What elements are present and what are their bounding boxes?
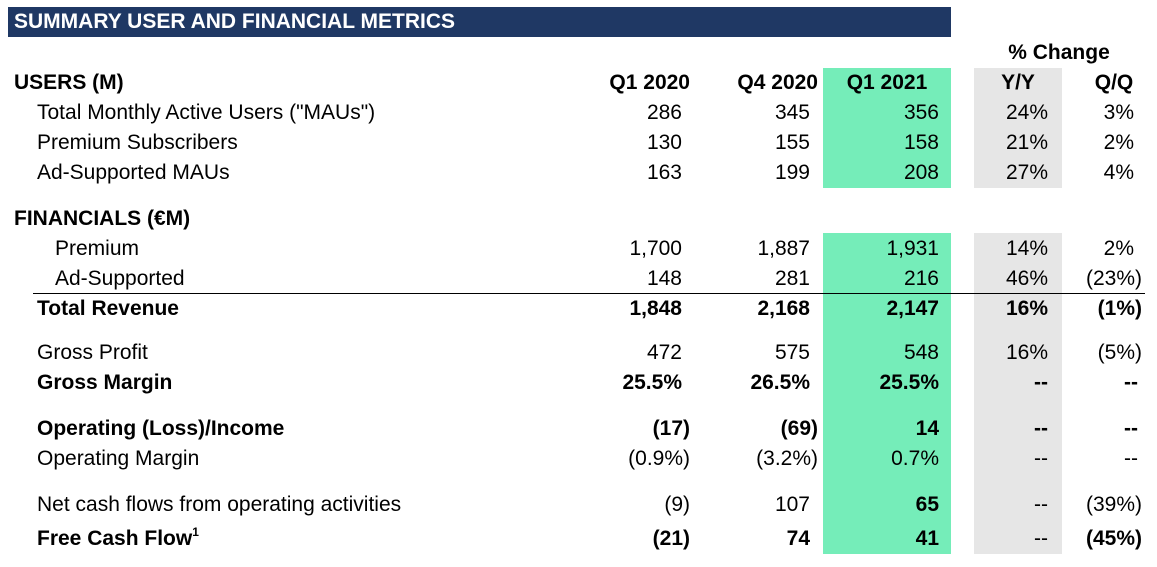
row-label: Operating Margin	[37, 447, 200, 470]
row-label: Operating (Loss)/Income	[37, 417, 285, 440]
cell-yy: 21%	[1005, 131, 1048, 154]
cell-q1-2020: (21)	[652, 527, 690, 550]
cell-q1-2021: 356	[903, 101, 939, 124]
row-label: Total Monthly Active Users ("MAUs")	[37, 101, 376, 124]
cell-q1-2020: 1,700	[629, 237, 682, 260]
cell-q4-2020: 26.5%	[750, 371, 810, 394]
row-label: Ad-Supported MAUs	[37, 161, 230, 184]
row-label: Gross Profit	[37, 341, 148, 364]
cell-qq: --	[1124, 447, 1138, 470]
cell-q1-2021: 0.7%	[891, 447, 939, 470]
cell-q1-2020: 130	[646, 131, 682, 154]
footnote-marker: 1	[192, 525, 199, 539]
row-label: Gross Margin	[37, 371, 173, 394]
cell-qq: (45%)	[1085, 527, 1142, 550]
cell-q1-2021: 1,931	[886, 237, 939, 260]
q1-2021-highlight-top	[823, 68, 951, 188]
cell-q4-2020: 199	[774, 161, 810, 184]
cell-q1-2021: 216	[903, 267, 939, 290]
col-header-q1-2020: Q1 2020	[609, 71, 690, 94]
cell-qq: 4%	[1103, 161, 1134, 184]
yy-shade-bottom	[974, 233, 1062, 554]
cell-q4-2020: 575	[774, 341, 810, 364]
cell-qq: 3%	[1103, 101, 1134, 124]
cell-yy: 46%	[1005, 267, 1048, 290]
cell-qq: (23%)	[1085, 267, 1142, 290]
q1-2021-highlight-bottom	[823, 233, 951, 554]
cell-yy: 24%	[1005, 101, 1048, 124]
cell-yy: 27%	[1005, 161, 1048, 184]
cell-yy: 16%	[1005, 341, 1048, 364]
cell-q4-2020: 155	[774, 131, 810, 154]
cell-q4-2020: 74	[786, 527, 810, 550]
cell-q1-2020: (17)	[652, 417, 690, 440]
cell-yy: 14%	[1005, 237, 1048, 260]
cell-q1-2020: (9)	[664, 493, 690, 516]
users-section-header: USERS (M)	[14, 71, 124, 94]
report-title: SUMMARY USER AND FINANCIAL METRICS	[8, 7, 951, 37]
cell-q4-2020: (69)	[780, 417, 818, 440]
cell-yy: --	[1034, 417, 1048, 440]
row-label: Premium	[55, 237, 140, 260]
col-header-q1-2021: Q1 2021	[846, 71, 928, 94]
cell-q1-2021: 548	[903, 341, 939, 364]
cell-q4-2020: 281	[774, 267, 810, 290]
cell-yy: --	[1034, 371, 1048, 394]
cell-qq: (1%)	[1097, 297, 1142, 320]
cell-q1-2021: 41	[915, 527, 939, 550]
cell-q1-2020: 25.5%	[622, 371, 682, 394]
cell-q4-2020: 1,887	[757, 237, 810, 260]
cell-q4-2020: 107	[774, 493, 810, 516]
row-label: Net cash flows from operating activities	[37, 493, 402, 516]
total-divider-line	[33, 293, 1145, 294]
col-header-yy: Y/Y	[1001, 71, 1035, 94]
cell-qq: --	[1124, 417, 1138, 440]
row-label: Ad-Supported	[55, 267, 185, 290]
cell-qq: (39%)	[1085, 493, 1142, 516]
cell-yy: 16%	[1005, 297, 1048, 320]
cell-qq: 2%	[1103, 131, 1134, 154]
cell-q1-2021: 158	[903, 131, 939, 154]
cell-yy: --	[1034, 527, 1048, 550]
yy-shade-top	[974, 68, 1062, 188]
cell-yy: --	[1034, 493, 1048, 516]
col-header-q4-2020: Q4 2020	[737, 71, 818, 94]
financials-section-header: FINANCIALS (€M)	[14, 207, 191, 230]
cell-qq: 2%	[1103, 237, 1134, 260]
cell-q1-2021: 14	[915, 417, 939, 440]
cell-q1-2021: 65	[915, 493, 939, 516]
cell-qq: --	[1124, 371, 1138, 394]
cell-q4-2020: 2,168	[757, 297, 810, 320]
percent-change-header: % Change	[1008, 41, 1110, 64]
cell-yy: --	[1034, 447, 1048, 470]
cell-q1-2020: 148	[646, 267, 682, 290]
cell-q1-2021: 25.5%	[879, 371, 939, 394]
cell-q1-2021: 208	[903, 161, 939, 184]
cell-q1-2020: 163	[646, 161, 682, 184]
row-label-text: Free Cash Flow	[37, 527, 193, 550]
cell-q4-2020: 345	[774, 101, 810, 124]
cell-q4-2020: (3.2%)	[756, 447, 818, 470]
cell-q1-2020: 472	[646, 341, 682, 364]
row-label: Free Cash Flow1	[37, 524, 199, 554]
cell-qq: (5%)	[1097, 341, 1142, 364]
cell-q1-2021: 2,147	[886, 297, 939, 320]
row-label: Total Revenue	[37, 297, 179, 320]
cell-q1-2020: (0.9%)	[628, 447, 690, 470]
cell-q1-2020: 1,848	[629, 297, 682, 320]
row-label: Premium Subscribers	[37, 131, 238, 154]
cell-q1-2020: 286	[646, 101, 682, 124]
col-header-qq: Q/Q	[1094, 71, 1134, 94]
